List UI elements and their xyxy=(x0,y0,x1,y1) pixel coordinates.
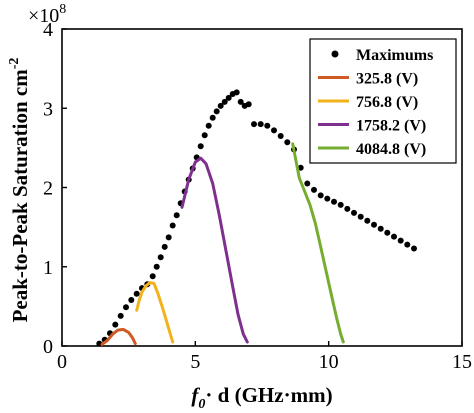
series-layer xyxy=(96,89,417,347)
maximum-point xyxy=(133,290,140,297)
maximum-point xyxy=(277,133,284,139)
y-axis-title-main: Peak-to-Peak Saturation cm xyxy=(8,69,32,323)
y-axis-title-superscript: -2 xyxy=(7,58,22,70)
legend-marker-maximums xyxy=(331,50,339,58)
maximum-point xyxy=(377,225,384,232)
maximum-point xyxy=(397,237,404,244)
x-tick-label: 15 xyxy=(452,351,472,373)
maximum-point xyxy=(304,180,311,187)
maximum-point xyxy=(153,263,160,270)
legend-items: Maximums 325.8 (V) 756.8 (V) 1758.2 (V) 4084… xyxy=(318,47,433,158)
maximum-point xyxy=(404,241,411,248)
maximum-point xyxy=(149,273,156,280)
y-tick-label: 2 xyxy=(43,178,53,200)
legend-label: 756.8 (V) xyxy=(356,94,418,111)
y-exponent-label: ×108 xyxy=(28,2,66,27)
maximum-point xyxy=(112,321,119,328)
series-line-4 xyxy=(291,142,345,344)
maximum-point xyxy=(391,233,397,240)
series-line-2 xyxy=(135,281,175,344)
maximum-point xyxy=(324,195,331,202)
maximum-point xyxy=(233,89,240,96)
maximum-point xyxy=(173,212,180,219)
x-axis-title: f0· d (GHz·mm) xyxy=(191,383,332,412)
x-tick-label: 0 xyxy=(57,351,67,373)
maximum-point xyxy=(257,121,264,128)
y-tick-label: 1 xyxy=(43,257,53,279)
maximum-point xyxy=(351,209,357,216)
maximum-point xyxy=(221,98,228,105)
maximum-point xyxy=(331,198,337,205)
maximum-point xyxy=(344,205,351,212)
maximum-point xyxy=(245,101,252,108)
maximum-point xyxy=(271,127,277,134)
axis-ticks: 0 5 10 15 0 1 2 3 4 xyxy=(43,19,472,373)
maximum-point xyxy=(251,121,257,128)
maximum-point xyxy=(165,234,172,241)
x-axis-title-suffix: (GHz·mm) xyxy=(229,383,332,407)
maximum-point xyxy=(117,312,124,319)
maximum-point xyxy=(161,243,168,250)
series-line-3 xyxy=(180,156,249,344)
x-tick-label: 10 xyxy=(319,351,339,373)
y-exponent-base: ×10 xyxy=(28,5,59,27)
x-tick-label: 5 xyxy=(190,351,200,373)
legend-label: 4084.8 (V) xyxy=(356,141,426,158)
maximum-point xyxy=(337,201,344,208)
y-tick-label: 3 xyxy=(43,98,53,120)
maximum-point xyxy=(364,217,371,224)
maximum-point xyxy=(237,98,244,105)
legend: Maximums 325.8 (V) 756.8 (V) 1758.2 (V) 4084… xyxy=(309,38,457,164)
legend-label: 325.8 (V) xyxy=(356,71,418,88)
legend-label: Maximums xyxy=(356,47,433,64)
maximum-point xyxy=(157,254,164,261)
maximum-point xyxy=(284,139,291,146)
maximum-point xyxy=(411,245,417,252)
maximum-point xyxy=(317,192,324,199)
x-axis-title-subscript: 0 xyxy=(198,397,205,412)
maximum-point xyxy=(128,297,135,303)
maximum-point xyxy=(169,222,176,229)
maximum-point xyxy=(201,132,208,139)
maximum-point xyxy=(197,143,204,150)
x-axis-title-f: f xyxy=(191,383,200,407)
series-line-1 xyxy=(100,327,137,346)
y-tick-label: 0 xyxy=(43,336,53,358)
maximum-point xyxy=(371,221,377,228)
x-axis-title-middle: · d xyxy=(205,383,229,407)
y-tick-label: 4 xyxy=(43,19,53,41)
maximum-point xyxy=(264,122,271,129)
maximum-point xyxy=(311,186,317,193)
maximum-point xyxy=(384,229,391,236)
maximum-point xyxy=(225,94,232,101)
maximum-point xyxy=(123,304,129,311)
maximum-point xyxy=(357,213,364,220)
maximum-point xyxy=(205,122,212,129)
maximum-point xyxy=(297,164,304,171)
maximum-point xyxy=(209,114,216,121)
legend-label: 1758.2 (V) xyxy=(356,118,426,135)
maximum-point xyxy=(213,108,220,115)
maximum-point xyxy=(217,102,224,109)
y-exponent-power: 8 xyxy=(59,2,66,17)
y-axis-title: Peak-to-Peak Saturation cm-2 xyxy=(7,58,32,323)
